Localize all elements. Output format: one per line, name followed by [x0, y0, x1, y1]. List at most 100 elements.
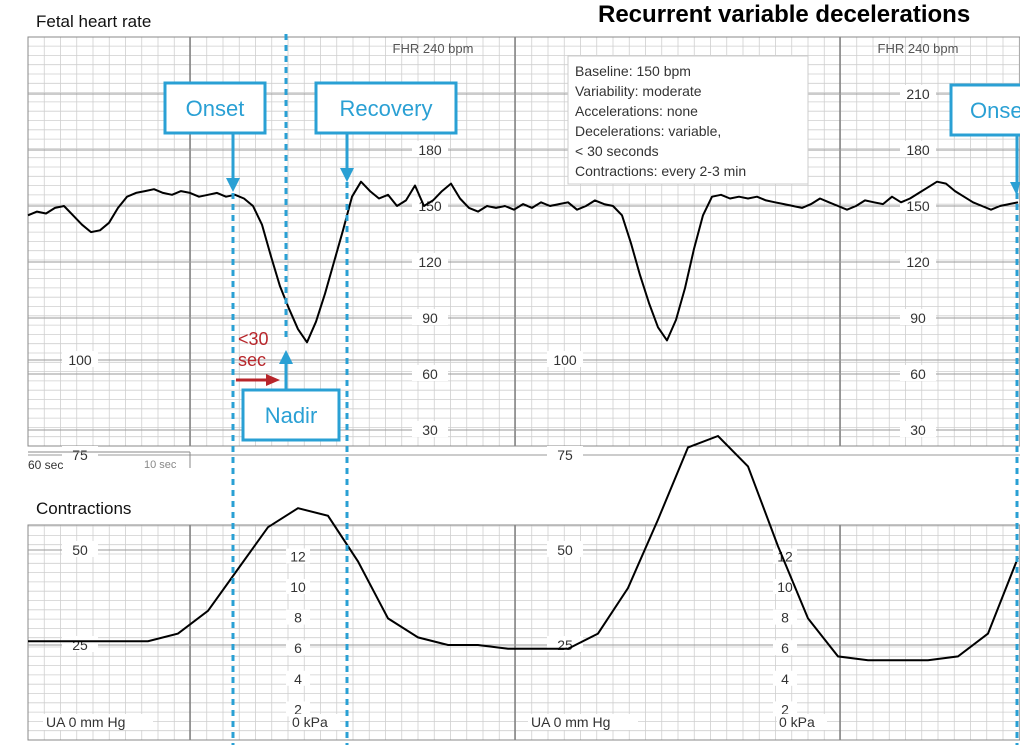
ua-tick-label: 100 [68, 352, 92, 368]
ua-unit-bg [43, 714, 153, 730]
fhr-tick-bg [412, 253, 448, 269]
ua-tick-label: 75 [557, 447, 573, 463]
fhr-tick-bg [412, 421, 448, 437]
ua-tick-label: 100 [553, 352, 577, 368]
onset-arrowhead [226, 178, 240, 192]
ua-tick-label: 25 [557, 637, 573, 653]
summary-line: Baseline: 150 bpm [575, 63, 691, 79]
duration-annotation: <30 sec [236, 329, 280, 386]
kpa-tick-label: 8 [294, 610, 302, 626]
summary-line: < 30 seconds [575, 143, 659, 159]
duration-arrowhead [266, 374, 280, 386]
callout-nadir-label: Nadir [265, 403, 318, 428]
contraction-trace-line [28, 434, 1019, 662]
ua-unit-bg [528, 714, 638, 730]
fhr-tick-label: 120 [906, 254, 930, 270]
fhr-header-label: FHR 240 bpm [393, 41, 474, 56]
kpa-tick-bg [773, 670, 797, 686]
fhr-tick-bg [900, 141, 936, 157]
time-scale-major-label: 60 sec [28, 458, 63, 472]
duration-label-line2: sec [238, 350, 266, 370]
callout-onset-label: Onset [186, 96, 245, 121]
fhr-tick-bg [900, 365, 936, 381]
event-markers [231, 34, 1019, 745]
fhr-tick-label: 30 [910, 422, 926, 438]
time-scale-minor-label: 10 sec [144, 459, 177, 471]
fhr-tick-bg [900, 421, 936, 437]
kpa-unit-label: 0 kPa [779, 714, 815, 730]
fhr-tick-bg [900, 85, 936, 101]
callout-recovery: Recovery [314, 81, 458, 182]
kpa-tick-label: 6 [294, 640, 302, 656]
kpa-tick-label: 4 [781, 671, 789, 687]
ua-tick-label: 50 [72, 542, 88, 558]
fhr-tick-label: 150 [906, 198, 930, 214]
fhr-tick-label: 60 [422, 366, 438, 382]
fhr-tick-label: 90 [910, 310, 926, 326]
callout-nadir: Nadir [241, 350, 341, 442]
kpa-tick-label: 12 [290, 548, 306, 564]
kpa-unit-label: 0 kPa [292, 714, 328, 730]
fhr-tick-bg [900, 309, 936, 325]
kpa-tick-bg [773, 640, 797, 656]
ua-tick-label: 75 [72, 447, 88, 463]
fhr-tick-label: 180 [418, 142, 442, 158]
ua-unit-label: UA 0 mm Hg [46, 714, 125, 730]
fhr-tick-label: 30 [422, 422, 438, 438]
summary-line: Accelerations: none [575, 103, 698, 119]
ua-tick-bg [547, 351, 583, 367]
grid: FHR 240 bpm FHR 240 bpm180150120906030210… [27, 36, 1020, 741]
kpa-tick-bg [286, 609, 310, 625]
ua-tick-bg [62, 541, 98, 557]
fhr-panel-label: Fetal heart rate [36, 12, 151, 31]
kpa-tick-label: 8 [781, 610, 789, 626]
summary-line: Decelerations: variable, [575, 123, 721, 139]
ua-frame [27, 524, 1020, 741]
ua-tick-bg [62, 446, 98, 462]
fhr-tick-bg [900, 197, 936, 213]
fhr-tick-label: 210 [906, 86, 930, 102]
fhr-tick-label: 180 [906, 142, 930, 158]
kpa-tick-label: 4 [294, 671, 302, 687]
fhr-frame [27, 36, 1020, 447]
summary-box: Baseline: 150 bpm Variability: moderate … [567, 55, 809, 185]
nadir-arrowhead [279, 350, 293, 364]
duration-label-line1: <30 [238, 329, 269, 349]
ua-tick-bg [62, 636, 98, 652]
kpa-unit-bg [290, 714, 340, 730]
recovery-arrowhead [340, 168, 354, 182]
kpa-tick-label: 2 [781, 701, 789, 717]
fhr-trace-line [27, 180, 1019, 344]
summary-line: Contractions: every 2-3 min [575, 163, 746, 179]
fhr-header-label: FHR 240 bpm [878, 41, 959, 56]
ua-tick-bg [62, 351, 98, 367]
fhr-tick-label: 150 [418, 198, 442, 214]
summary-line: Variability: moderate [575, 83, 702, 99]
fhr-tick-label: 60 [910, 366, 926, 382]
kpa-tick-bg [773, 579, 797, 594]
kpa-unit-bg [777, 714, 827, 730]
fhr-tick-label: 120 [418, 254, 442, 270]
fhr-tick-bg [412, 365, 448, 381]
kpa-tick-bg [286, 701, 310, 717]
kpa-tick-bg [286, 579, 310, 594]
kpa-tick-bg [773, 548, 797, 564]
fhr-tick-bg [412, 309, 448, 325]
fhr-tick-bg [412, 141, 448, 157]
kpa-tick-bg [773, 701, 797, 717]
kpa-tick-label: 10 [777, 579, 793, 595]
ua-tick-bg [547, 541, 583, 557]
kpa-tick-bg [286, 640, 310, 656]
kpa-tick-bg [286, 670, 310, 686]
ua-unit-label: UA 0 mm Hg [531, 714, 610, 730]
kpa-tick-bg [773, 609, 797, 625]
kpa-tick-bg [286, 548, 310, 564]
ua-tick-label: 50 [557, 542, 573, 558]
time-scale: 60 sec 10 sec [28, 451, 191, 472]
onset-2-arrowhead [1010, 182, 1020, 196]
chart-title: Recurrent variable decelerations [598, 1, 970, 28]
contractions-panel-label: Contractions [36, 499, 131, 518]
callout-onset-2: Onset [949, 83, 1020, 196]
ua-tick-label: 25 [72, 637, 88, 653]
